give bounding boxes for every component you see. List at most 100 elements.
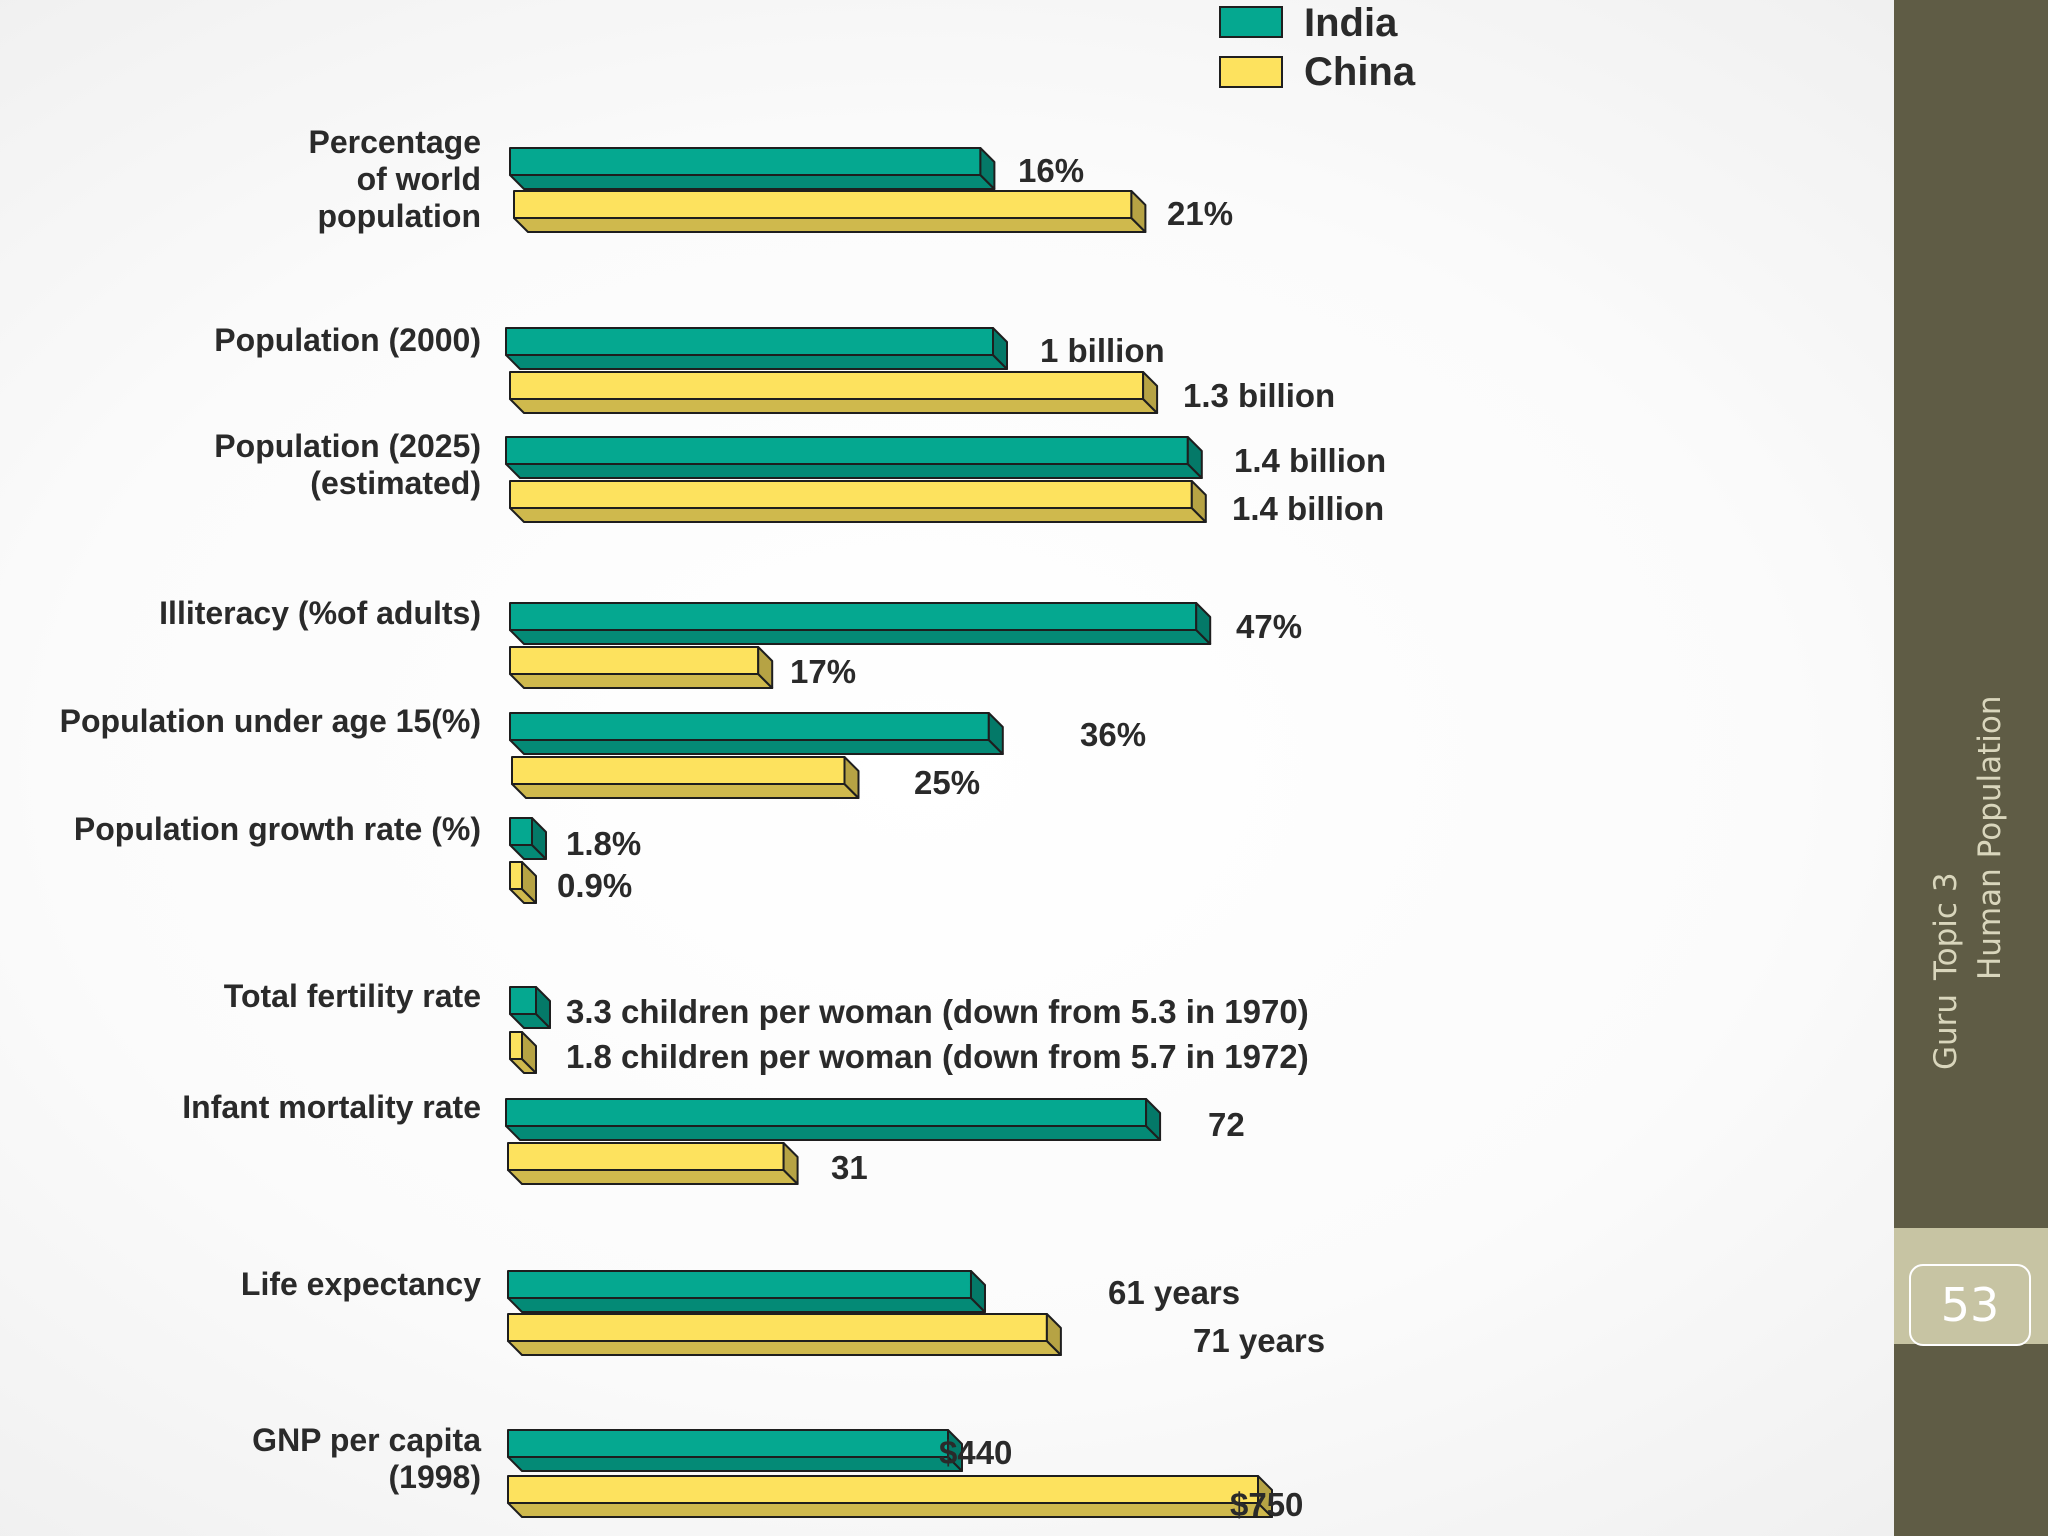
side-title-label: Human Population (1972, 695, 2008, 980)
bar-china-front (511, 756, 846, 785)
bar-china-bottom (513, 217, 1147, 233)
bar-india-end (1145, 1098, 1162, 1141)
category-label: Infant mortality rate (182, 1089, 481, 1125)
bar-china-bottom (507, 1169, 799, 1185)
bar-india-bottom (507, 1456, 963, 1472)
category-label: Illiteracy (%of adults) (159, 595, 481, 631)
bar-china-end (782, 1142, 799, 1185)
bar-india-front (509, 817, 533, 846)
bar-india (505, 436, 1203, 479)
bar-india-front (505, 327, 994, 356)
bar-india-front (509, 712, 990, 741)
data-label-india: 47% (1236, 608, 1303, 645)
legend-swatch-china (1219, 56, 1283, 88)
side-guru-label: Guru (1928, 993, 1964, 1070)
bar-china-front (509, 371, 1145, 400)
bar-india-end (1186, 436, 1203, 479)
bar-china-front (509, 861, 523, 890)
category-label: Population (2000) (214, 322, 481, 358)
bar-china (511, 756, 860, 799)
bar-china (509, 646, 774, 689)
bar-china-end (1142, 371, 1159, 414)
category-label: Life expectancy (240, 1266, 481, 1302)
bar-china (509, 371, 1159, 414)
bar-china-front (507, 1313, 1048, 1342)
category-label: GNP per capita (1998) (252, 1422, 481, 1495)
bar-india-bottom (505, 1125, 1162, 1141)
bar-china (509, 480, 1207, 523)
category-label: Population (2025) (estimated) (214, 428, 481, 501)
bar-india (505, 1098, 1162, 1141)
bar-china (507, 1475, 1273, 1518)
comparison-bar-chart (505, 147, 1273, 1518)
bar-india (507, 1270, 986, 1313)
bar-china-end (521, 861, 537, 904)
bar-china-bottom (507, 1340, 1062, 1356)
data-label-india: 16% (1018, 152, 1085, 189)
data-label-china: $750 (1230, 1486, 1304, 1523)
bar-india-front (509, 986, 537, 1015)
bar-china (513, 190, 1147, 233)
bar-india-end (987, 712, 1004, 755)
data-label-india: 1.8% (566, 825, 642, 862)
data-label-china: 17% (790, 653, 857, 690)
bar-china-bottom (509, 507, 1207, 523)
legend-label-india: India (1304, 1, 1398, 45)
bar-china-end (1045, 1313, 1062, 1356)
data-label-china: 1.3 billion (1183, 377, 1336, 414)
data-label-china: 21% (1167, 195, 1234, 232)
legend-swatch-india (1219, 6, 1283, 38)
bar-india-bottom (509, 174, 996, 190)
category-label: Percentage of world population (308, 124, 481, 234)
bar-india-bottom (505, 463, 1203, 479)
bar-india-end (535, 986, 551, 1029)
page-number-band: 53 (1894, 1228, 2048, 1346)
data-label-india: $440 (939, 1434, 1013, 1471)
bar-china-bottom (511, 783, 860, 799)
bar-india-end (1195, 602, 1212, 645)
bar-india (505, 327, 1008, 370)
bar-india-bottom (509, 739, 1004, 755)
bar-india (509, 602, 1212, 645)
data-label-india: 1.4 billion (1234, 442, 1387, 479)
bar-china-bottom (507, 1502, 1273, 1518)
data-label-india: 1 billion (1040, 332, 1165, 369)
bar-india (507, 1429, 963, 1472)
data-label-india: 3.3 children per woman (down from 5.3 in… (566, 993, 1309, 1030)
bar-india-front (507, 1429, 949, 1458)
bar-china (507, 1142, 799, 1185)
bar-china-front (509, 480, 1193, 509)
side-topic-label: Topic 3 (1928, 872, 1964, 980)
bar-china-bottom (509, 398, 1159, 414)
bar-india-front (505, 1098, 1148, 1127)
data-label-india: 61 years (1108, 1274, 1241, 1311)
bar-china-end (843, 756, 860, 799)
bar-china-end (1130, 190, 1147, 233)
category-label: Population growth rate (%) (73, 811, 481, 847)
bar-china (507, 1313, 1062, 1356)
bar-china-end (521, 1031, 537, 1074)
data-label-china: 31 (831, 1149, 868, 1186)
side-panel: 53 (1894, 0, 2048, 1536)
bar-china-end (757, 646, 774, 689)
bar-india-front (509, 147, 982, 176)
category-label: Total fertility rate (223, 978, 481, 1014)
bar-india (509, 147, 996, 190)
bar-india (509, 712, 1004, 755)
bar-china-end (1190, 480, 1207, 523)
bar-china-front (513, 190, 1133, 219)
data-label-china: 71 years (1193, 1322, 1326, 1359)
bar-china-end (1257, 1475, 1273, 1518)
bar-india-bottom (505, 354, 1008, 370)
data-label-china: 1.8 children per woman (down from 5.7 in… (566, 1038, 1309, 1075)
bar-china-front (507, 1475, 1259, 1504)
bar-china-front (509, 1031, 523, 1060)
side-panel-text: Guru Topic 3 Human Population (1924, 650, 2034, 1070)
page-number-box: 53 (1909, 1264, 2031, 1346)
bar-india-end (947, 1429, 963, 1472)
data-label-india: 72 (1208, 1106, 1245, 1143)
bar-india-front (507, 1270, 972, 1299)
bar-india (509, 817, 547, 860)
bar-india-end (979, 147, 996, 190)
bar-china-front (507, 1142, 785, 1171)
